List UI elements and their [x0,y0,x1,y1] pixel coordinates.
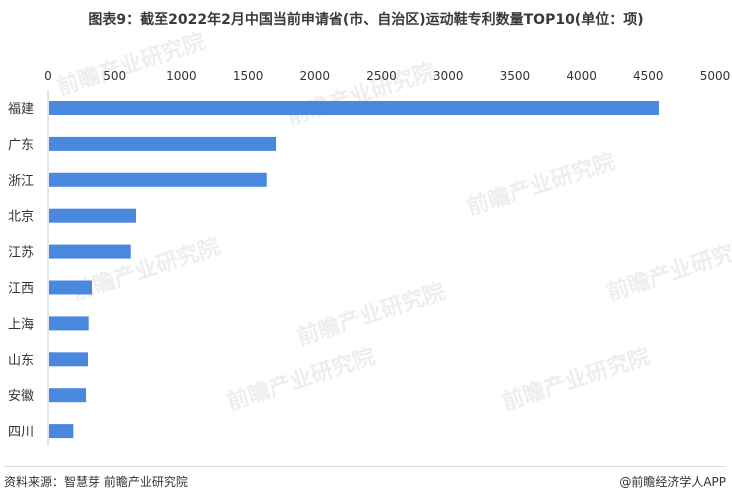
y-category-label: 江西 [8,282,34,297]
bar [49,101,659,115]
footer-divider [4,466,726,467]
y-category-label: 四川 [8,425,34,440]
source-note: 资料来源：智慧芽 前瞻产业研究院 [4,475,188,489]
y-category-label: 安徽 [8,389,34,404]
y-category-label: 山东 [8,353,34,368]
bar [49,172,267,187]
y-category-label: 广东 [8,138,34,153]
watermark-text: 前瞻产业研究院 [54,28,209,100]
bar [49,352,89,367]
watermark-text: 前瞻产业研究院 [69,233,224,305]
bar [49,136,277,151]
x-tick-label: 500 [103,69,126,83]
x-tick-label: 5000 [700,69,731,83]
x-tick-label: 1000 [166,69,197,83]
x-tick-label: 3500 [500,69,531,83]
watermark-text: 前瞻产业研究院 [499,343,654,415]
y-category-label: 福建 [8,102,34,117]
x-tick-label: 3000 [433,69,464,83]
x-tick-label: 4500 [633,69,664,83]
y-category-label: 江苏 [8,245,34,261]
bar [49,244,131,259]
bar [49,424,74,439]
watermark-text: 前瞻产业研究院 [294,278,449,350]
x-tick-label: 2000 [300,69,331,83]
watermark-text: 前瞻产业研究院 [224,343,379,415]
watermark-layer: 前瞻产业研究院 前瞻产业研究院前瞻产业研究院前瞻产业研究院前瞻产业研究院前瞻产业研… [54,28,732,415]
bar [49,208,137,223]
x-axis-ticks: 0 500 1000 1500 2000 2500 3000 3500 4000 4500 5000 [44,69,730,83]
y-category-label: 上海 [8,317,34,332]
bars [49,101,659,439]
y-category-label: 北京 [8,210,34,225]
bar [49,316,89,331]
x-tick-label: 4000 [566,69,597,83]
watermark-text: 前瞻产业研究院 [604,233,732,305]
x-tick-label: 0 [44,69,52,83]
chart-title: 图表9：截至2022年2月中国当前申请省(市、自治区)运动鞋专利数量TOP10(… [88,12,644,28]
bar [49,388,87,403]
y-category-label: 浙江 [8,174,34,189]
bar [49,280,93,295]
x-tick-label: 2500 [366,69,397,83]
watermark-text: 前瞻产业研究院 [464,148,619,220]
x-tick-label: 1500 [233,69,264,83]
brand-credit: @前瞻经济学人APP [619,475,726,489]
